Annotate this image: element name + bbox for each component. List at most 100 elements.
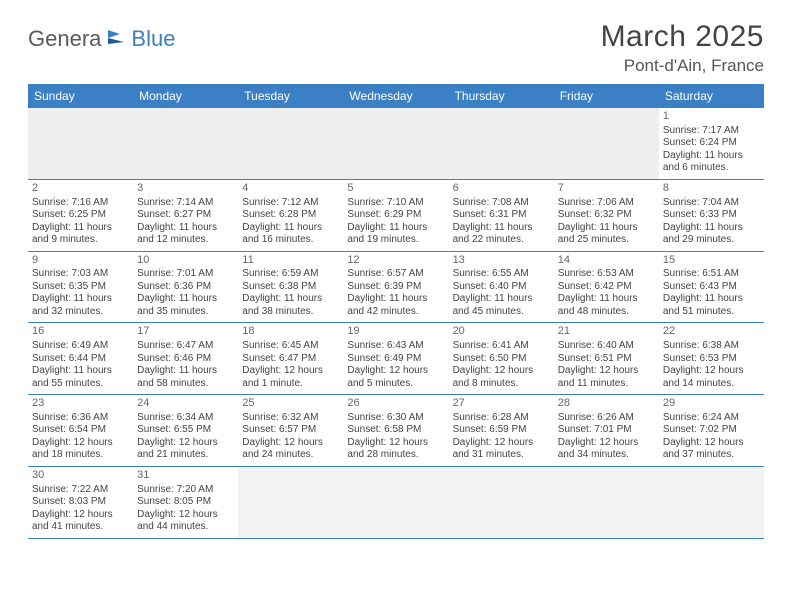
day-number: 4 (242, 182, 339, 196)
day-cell: 8Sunrise: 7:04 AMSunset: 6:33 PMDaylight… (659, 180, 764, 251)
day-info-line: Sunrise: 6:24 AM (663, 412, 760, 425)
logo: Genera Blue (28, 26, 175, 52)
day-info-line: Daylight: 12 hours (663, 437, 760, 450)
day-info-line: Sunrise: 6:32 AM (242, 412, 339, 425)
day-info-line: Sunset: 8:05 PM (137, 496, 234, 509)
day-number: 13 (453, 254, 550, 268)
day-cell: 7Sunrise: 7:06 AMSunset: 6:32 PMDaylight… (554, 180, 659, 251)
day-cell (238, 467, 343, 538)
day-cell: 17Sunrise: 6:47 AMSunset: 6:46 PMDayligh… (133, 323, 238, 394)
day-info-line: and 38 minutes. (242, 306, 339, 319)
week-row: 2Sunrise: 7:16 AMSunset: 6:25 PMDaylight… (28, 180, 764, 252)
day-cell: 22Sunrise: 6:38 AMSunset: 6:53 PMDayligh… (659, 323, 764, 394)
calendar-page: Genera Blue March 2025 Pont-d'Ain, Franc… (0, 0, 792, 549)
day-number: 19 (347, 325, 444, 339)
day-info-line: Daylight: 11 hours (32, 222, 129, 235)
day-info: Sunrise: 6:28 AMSunset: 6:59 PMDaylight:… (453, 412, 550, 462)
day-info-line: Daylight: 12 hours (347, 437, 444, 450)
day-number: 17 (137, 325, 234, 339)
day-header: Saturday (659, 84, 764, 108)
day-info-line: and 11 minutes. (558, 378, 655, 391)
day-number: 11 (242, 254, 339, 268)
day-info-line: Daylight: 12 hours (558, 365, 655, 378)
day-info-line: Sunrise: 7:12 AM (242, 197, 339, 210)
day-header: Sunday (28, 84, 133, 108)
day-info-line: Sunrise: 6:43 AM (347, 340, 444, 353)
day-cell: 11Sunrise: 6:59 AMSunset: 6:38 PMDayligh… (238, 252, 343, 323)
day-number: 16 (32, 325, 129, 339)
title-block: March 2025 Pont-d'Ain, France (601, 20, 764, 76)
day-cell: 2Sunrise: 7:16 AMSunset: 6:25 PMDaylight… (28, 180, 133, 251)
day-info: Sunrise: 6:57 AMSunset: 6:39 PMDaylight:… (347, 268, 444, 318)
day-info-line: Daylight: 12 hours (137, 509, 234, 522)
day-info-line: Daylight: 12 hours (242, 365, 339, 378)
day-info-line: Sunrise: 7:06 AM (558, 197, 655, 210)
day-info-line: Sunrise: 6:47 AM (137, 340, 234, 353)
day-cell: 9Sunrise: 7:03 AMSunset: 6:35 PMDaylight… (28, 252, 133, 323)
day-info-line: and 35 minutes. (137, 306, 234, 319)
day-info-line: Daylight: 12 hours (137, 437, 234, 450)
day-info-line: Daylight: 11 hours (663, 293, 760, 306)
day-info-line: Daylight: 11 hours (32, 365, 129, 378)
day-number: 5 (347, 182, 444, 196)
day-info-line: Sunset: 6:59 PM (453, 424, 550, 437)
day-info-line: Sunrise: 6:26 AM (558, 412, 655, 425)
day-info-line: Sunset: 6:44 PM (32, 353, 129, 366)
day-info: Sunrise: 7:20 AMSunset: 8:05 PMDaylight:… (137, 484, 234, 534)
day-info-line: Sunset: 6:28 PM (242, 209, 339, 222)
day-info-line: Daylight: 11 hours (242, 222, 339, 235)
day-info-line: Daylight: 11 hours (453, 222, 550, 235)
day-info-line: and 44 minutes. (137, 521, 234, 534)
day-info-line: Sunset: 6:36 PM (137, 281, 234, 294)
day-info-line: and 22 minutes. (453, 234, 550, 247)
day-info-line: and 1 minute. (242, 378, 339, 391)
day-info-line: Sunset: 6:38 PM (242, 281, 339, 294)
day-info-line: Sunset: 6:43 PM (663, 281, 760, 294)
logo-text-part2: Blue (131, 26, 175, 52)
day-cell: 20Sunrise: 6:41 AMSunset: 6:50 PMDayligh… (449, 323, 554, 394)
day-cell (554, 108, 659, 179)
day-number: 21 (558, 325, 655, 339)
day-number: 1 (663, 110, 760, 124)
day-info: Sunrise: 6:38 AMSunset: 6:53 PMDaylight:… (663, 340, 760, 390)
day-info-line: Daylight: 11 hours (242, 293, 339, 306)
day-info-line: Sunset: 7:02 PM (663, 424, 760, 437)
day-info-line: Sunrise: 7:22 AM (32, 484, 129, 497)
day-info-line: Sunset: 6:33 PM (663, 209, 760, 222)
day-info: Sunrise: 6:40 AMSunset: 6:51 PMDaylight:… (558, 340, 655, 390)
day-info-line: Sunset: 7:01 PM (558, 424, 655, 437)
day-info-line: and 32 minutes. (32, 306, 129, 319)
day-info-line: and 9 minutes. (32, 234, 129, 247)
day-info-line: Daylight: 11 hours (453, 293, 550, 306)
day-info-line: Sunset: 6:50 PM (453, 353, 550, 366)
day-cell: 10Sunrise: 7:01 AMSunset: 6:36 PMDayligh… (133, 252, 238, 323)
location-label: Pont-d'Ain, France (601, 56, 764, 76)
day-number: 9 (32, 254, 129, 268)
day-number: 12 (347, 254, 444, 268)
day-info-line: Sunset: 6:55 PM (137, 424, 234, 437)
day-info-line: Sunrise: 7:20 AM (137, 484, 234, 497)
day-info-line: Sunrise: 6:40 AM (558, 340, 655, 353)
day-info: Sunrise: 7:14 AMSunset: 6:27 PMDaylight:… (137, 197, 234, 247)
day-info: Sunrise: 7:08 AMSunset: 6:31 PMDaylight:… (453, 197, 550, 247)
day-info-line: Daylight: 12 hours (242, 437, 339, 450)
day-number: 18 (242, 325, 339, 339)
day-header: Wednesday (343, 84, 448, 108)
day-info-line: and 31 minutes. (453, 449, 550, 462)
day-info-line: Sunset: 6:47 PM (242, 353, 339, 366)
day-info-line: Sunset: 6:42 PM (558, 281, 655, 294)
day-info-line: and 29 minutes. (663, 234, 760, 247)
day-cell: 18Sunrise: 6:45 AMSunset: 6:47 PMDayligh… (238, 323, 343, 394)
day-cell: 3Sunrise: 7:14 AMSunset: 6:27 PMDaylight… (133, 180, 238, 251)
weeks-container: 1Sunrise: 7:17 AMSunset: 6:24 PMDaylight… (28, 108, 764, 539)
day-info-line: and 58 minutes. (137, 378, 234, 391)
day-number: 31 (137, 469, 234, 483)
month-title: March 2025 (601, 20, 764, 54)
day-info: Sunrise: 6:32 AMSunset: 6:57 PMDaylight:… (242, 412, 339, 462)
day-info-line: Sunset: 8:03 PM (32, 496, 129, 509)
day-number: 14 (558, 254, 655, 268)
day-info: Sunrise: 7:12 AMSunset: 6:28 PMDaylight:… (242, 197, 339, 247)
day-info-line: and 42 minutes. (347, 306, 444, 319)
day-cell: 6Sunrise: 7:08 AMSunset: 6:31 PMDaylight… (449, 180, 554, 251)
day-info-line: Daylight: 12 hours (453, 437, 550, 450)
